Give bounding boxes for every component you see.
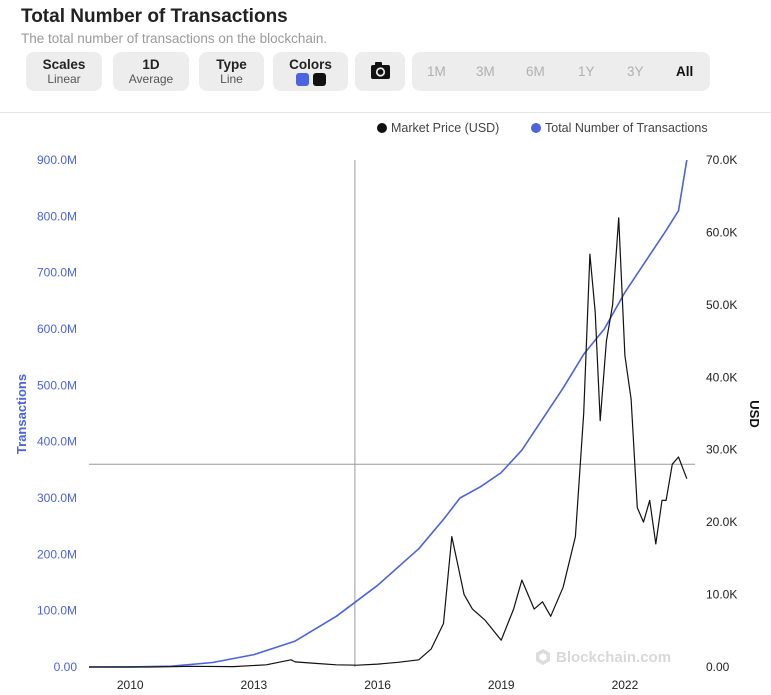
- series-line-transactions: [88, 159, 688, 668]
- x-tick-label: 2019: [488, 678, 515, 692]
- range-1m[interactable]: 1M: [427, 64, 446, 79]
- range-3y[interactable]: 3Y: [627, 64, 644, 79]
- right-tick-label: 50.0K: [706, 298, 737, 312]
- interval-label: 1D: [142, 57, 160, 72]
- type-label: Type: [216, 57, 247, 72]
- x-tick-label: 2013: [241, 678, 268, 692]
- right-tick-label: 60.0K: [706, 225, 737, 239]
- page-title: Total Number of Transactions: [21, 6, 288, 27]
- legend-item-transactions[interactable]: Total Number of Transactions: [531, 121, 708, 135]
- legend-label-price: Market Price (USD): [391, 121, 500, 135]
- type-button[interactable]: Type Line: [199, 52, 264, 91]
- type-value: Line: [220, 72, 243, 86]
- crosshair: [89, 160, 695, 667]
- right-tick-label: 30.0K: [706, 443, 737, 457]
- x-tick-label: 2016: [364, 678, 391, 692]
- watermark: Blockchain.com: [536, 649, 671, 666]
- left-tick-label: 800.0M: [37, 209, 77, 223]
- legend-label-transactions: Total Number of Transactions: [545, 121, 708, 135]
- y-axis-label-left: Transactions: [14, 374, 29, 454]
- range-all[interactable]: All: [676, 64, 694, 79]
- left-tick-label: 600.0M: [37, 322, 77, 336]
- range-3m[interactable]: 3M: [476, 64, 495, 79]
- left-axis-ticks: 0.00 100.0M 200.0M 300.0M 400.0M 500.0M 600.0M…: [37, 153, 77, 674]
- scales-label: Scales: [42, 57, 86, 72]
- x-tick-label: 2010: [117, 678, 144, 692]
- right-tick-label: 70.0K: [706, 153, 737, 167]
- watermark-text: Blockchain.com: [556, 649, 671, 666]
- x-axis-ticks: 2010 2013 2016 2019 2022: [117, 678, 639, 692]
- range-6m[interactable]: 6M: [526, 64, 545, 79]
- series-line-price: [89, 217, 688, 668]
- right-tick-label: 10.0K: [706, 588, 737, 602]
- colors-button[interactable]: Colors: [273, 52, 348, 91]
- right-axis-ticks: 0.00 10.0K 20.0K 30.0K 40.0K 50.0K 60.0K 70.0K: [706, 153, 737, 674]
- y-axis-label-right: USD: [747, 400, 762, 427]
- camera-icon: [371, 62, 390, 79]
- scales-value: Linear: [47, 72, 81, 86]
- interval-value: Average: [128, 72, 174, 86]
- right-tick-label: 0.00: [706, 660, 730, 674]
- left-tick-label: 900.0M: [37, 153, 77, 167]
- series-lines: [88, 159, 688, 668]
- left-tick-label: 300.0M: [37, 491, 77, 505]
- legend-item-price[interactable]: Market Price (USD): [377, 121, 499, 135]
- left-tick-label: 400.0M: [37, 435, 77, 449]
- blockchain-logo-icon: [536, 649, 550, 665]
- legend-dot-price: [377, 123, 387, 133]
- time-range-selector: 1M 3M 6M 1Y 3Y All: [412, 52, 710, 91]
- screenshot-button[interactable]: [355, 52, 405, 91]
- interval-button[interactable]: 1D Average: [113, 52, 189, 91]
- left-tick-label: 100.0M: [37, 604, 77, 618]
- left-tick-label: 700.0M: [37, 266, 77, 280]
- right-tick-label: 20.0K: [706, 515, 737, 529]
- left-tick-label: 200.0M: [37, 547, 77, 561]
- page-subtitle: The total number of transactions on the …: [21, 31, 328, 46]
- color-swatch-price[interactable]: [312, 73, 326, 86]
- legend-dot-transactions: [531, 123, 541, 133]
- left-tick-label: 0.00: [54, 660, 78, 674]
- right-tick-label: 40.0K: [706, 370, 737, 384]
- scales-button[interactable]: Scales Linear: [26, 52, 102, 91]
- range-1y[interactable]: 1Y: [578, 64, 595, 79]
- chart-header: Total Number of Transactions The total n…: [0, 0, 771, 113]
- colors-label: Colors: [289, 57, 332, 72]
- left-tick-label: 500.0M: [37, 378, 77, 392]
- color-swatch-transactions[interactable]: [295, 73, 309, 86]
- x-tick-label: 2022: [612, 678, 639, 692]
